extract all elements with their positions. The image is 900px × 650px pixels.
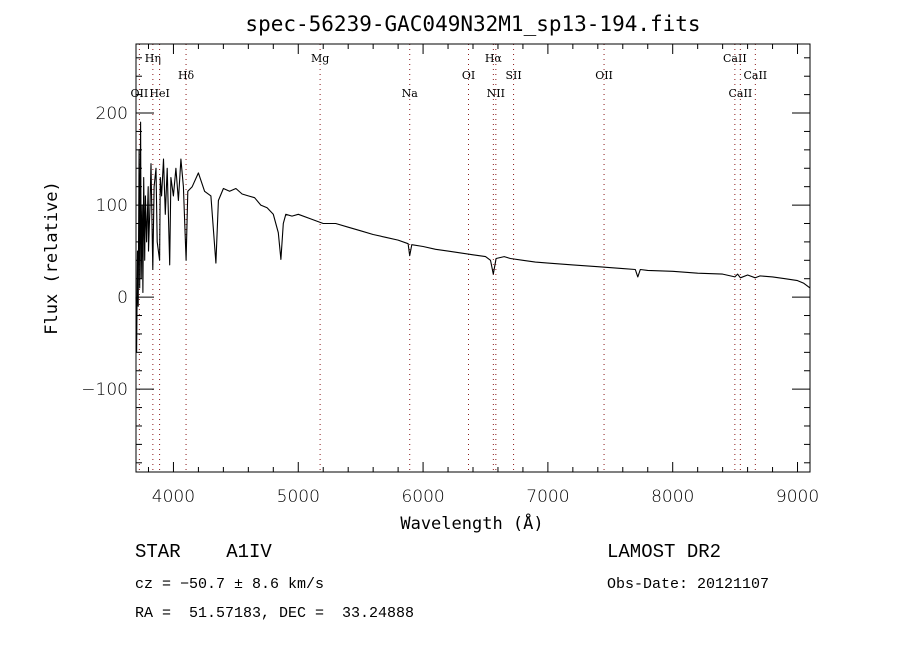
y-tick-label: 0: [117, 288, 128, 308]
marker-label: CaII: [729, 87, 753, 100]
survey-label: LAMOST DR2: [607, 541, 722, 563]
chart-title: spec-56239-GAC049N32M1_sp13-194.fits: [245, 12, 700, 36]
object-class: STAR A1IV: [135, 541, 272, 563]
subclass-label: A1IV: [226, 541, 272, 563]
series-group: [135, 121, 811, 353]
plot-frame: [135, 43, 811, 473]
x-axis-label: Wavelength (Å): [400, 512, 543, 534]
x-tick-label: 8000: [651, 487, 694, 507]
marker-label: OI: [462, 69, 475, 82]
x-tick-label: 6000: [401, 487, 444, 507]
class-label: STAR: [135, 541, 181, 563]
axis-ticks: 4000 5000 6000 7000 8000 9000 −100 0 100 200: [81, 44, 819, 507]
y-tick-label: 100: [96, 196, 128, 216]
redshift-text: cz = −50.7 ± 8.6 km/s: [135, 576, 325, 593]
y-tick-label: −100: [81, 380, 128, 400]
marker-label: SII: [505, 69, 521, 82]
marker-label: CaII: [743, 69, 767, 82]
y-axis-label: Flux (relative): [42, 181, 62, 335]
y-tick-label: 200: [96, 104, 128, 124]
x-tick-label: 9000: [776, 487, 819, 507]
spectrum-line: [135, 121, 811, 353]
marker-label: Hα: [485, 52, 503, 65]
marker-label: OII: [131, 87, 149, 100]
obs-date: Obs-Date: 20121107: [607, 576, 770, 593]
marker-label: Hη: [145, 52, 161, 65]
marker-label: OII: [595, 69, 613, 82]
marker-label: Mg: [311, 52, 329, 65]
x-tick-label: 4000: [152, 487, 195, 507]
marker-label: NII: [487, 87, 505, 100]
coords-text: RA = 51.57183, DEC = 33.24888: [135, 605, 415, 622]
x-tick-label: 7000: [526, 487, 569, 507]
x-tick-label: 5000: [277, 487, 320, 507]
marker-label: Na: [402, 87, 419, 100]
marker-label: CaII: [723, 52, 747, 65]
marker-label: Hδ: [178, 69, 195, 82]
marker-label: HeI: [149, 87, 169, 100]
